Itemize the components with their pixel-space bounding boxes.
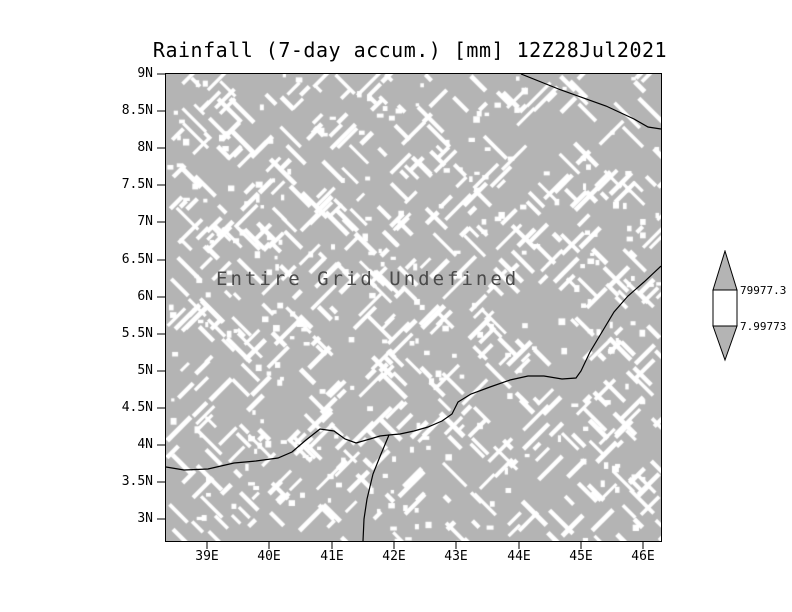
x-tick-label: 41E — [320, 549, 344, 564]
x-axis-ticks — [206, 541, 644, 549]
undefined-grid-texture — [166, 74, 661, 541]
colorbar-down-arrow — [712, 325, 738, 362]
y-tick-label: 7N — [137, 214, 153, 229]
x-tick-label: 40E — [257, 549, 281, 564]
x-tick-label: 45E — [569, 549, 593, 564]
coastline-path-northeast — [520, 74, 661, 130]
coastline-path-west — [166, 428, 390, 471]
plot-title: Rainfall (7-day accum.) [mm] 12Z28Jul202… — [152, 38, 668, 62]
y-tick-label: 6N — [137, 289, 153, 304]
y-tick-label: 9N — [137, 66, 153, 81]
grid-undefined-annotation: Entire Grid Undefined — [216, 268, 520, 290]
x-tick-label: 46E — [631, 549, 655, 564]
y-tick-label: 5.5N — [121, 326, 153, 341]
y-tick-label: 8.5N — [121, 103, 153, 118]
y-tick-label: 4N — [137, 437, 153, 452]
x-tick-label: 43E — [444, 549, 468, 564]
y-axis-ticks — [157, 73, 165, 520]
y-tick-label: 5N — [137, 363, 153, 378]
colorbar-up-arrow — [712, 250, 738, 291]
y-tick-label: 8N — [137, 140, 153, 155]
x-tick-label: 39E — [195, 549, 219, 564]
y-tick-label: 4.5N — [121, 400, 153, 415]
map-plot-area: Entire Grid Undefined — [165, 73, 662, 542]
y-tick-label: 3N — [137, 511, 153, 526]
x-tick-label: 44E — [507, 549, 531, 564]
x-tick-label: 42E — [382, 549, 406, 564]
colorbar — [712, 250, 738, 362]
y-tick-label: 7.5N — [121, 177, 153, 192]
coastline-overlay — [166, 74, 661, 541]
colorbar-label-top: 79977.3 — [740, 284, 787, 297]
coastline-path-main — [362, 265, 661, 541]
y-tick-label: 3.5N — [121, 474, 153, 489]
y-tick-label: 6.5N — [121, 252, 153, 267]
colorbar-segment — [712, 289, 738, 327]
colorbar-label-bottom: 7.99773 — [740, 320, 787, 333]
